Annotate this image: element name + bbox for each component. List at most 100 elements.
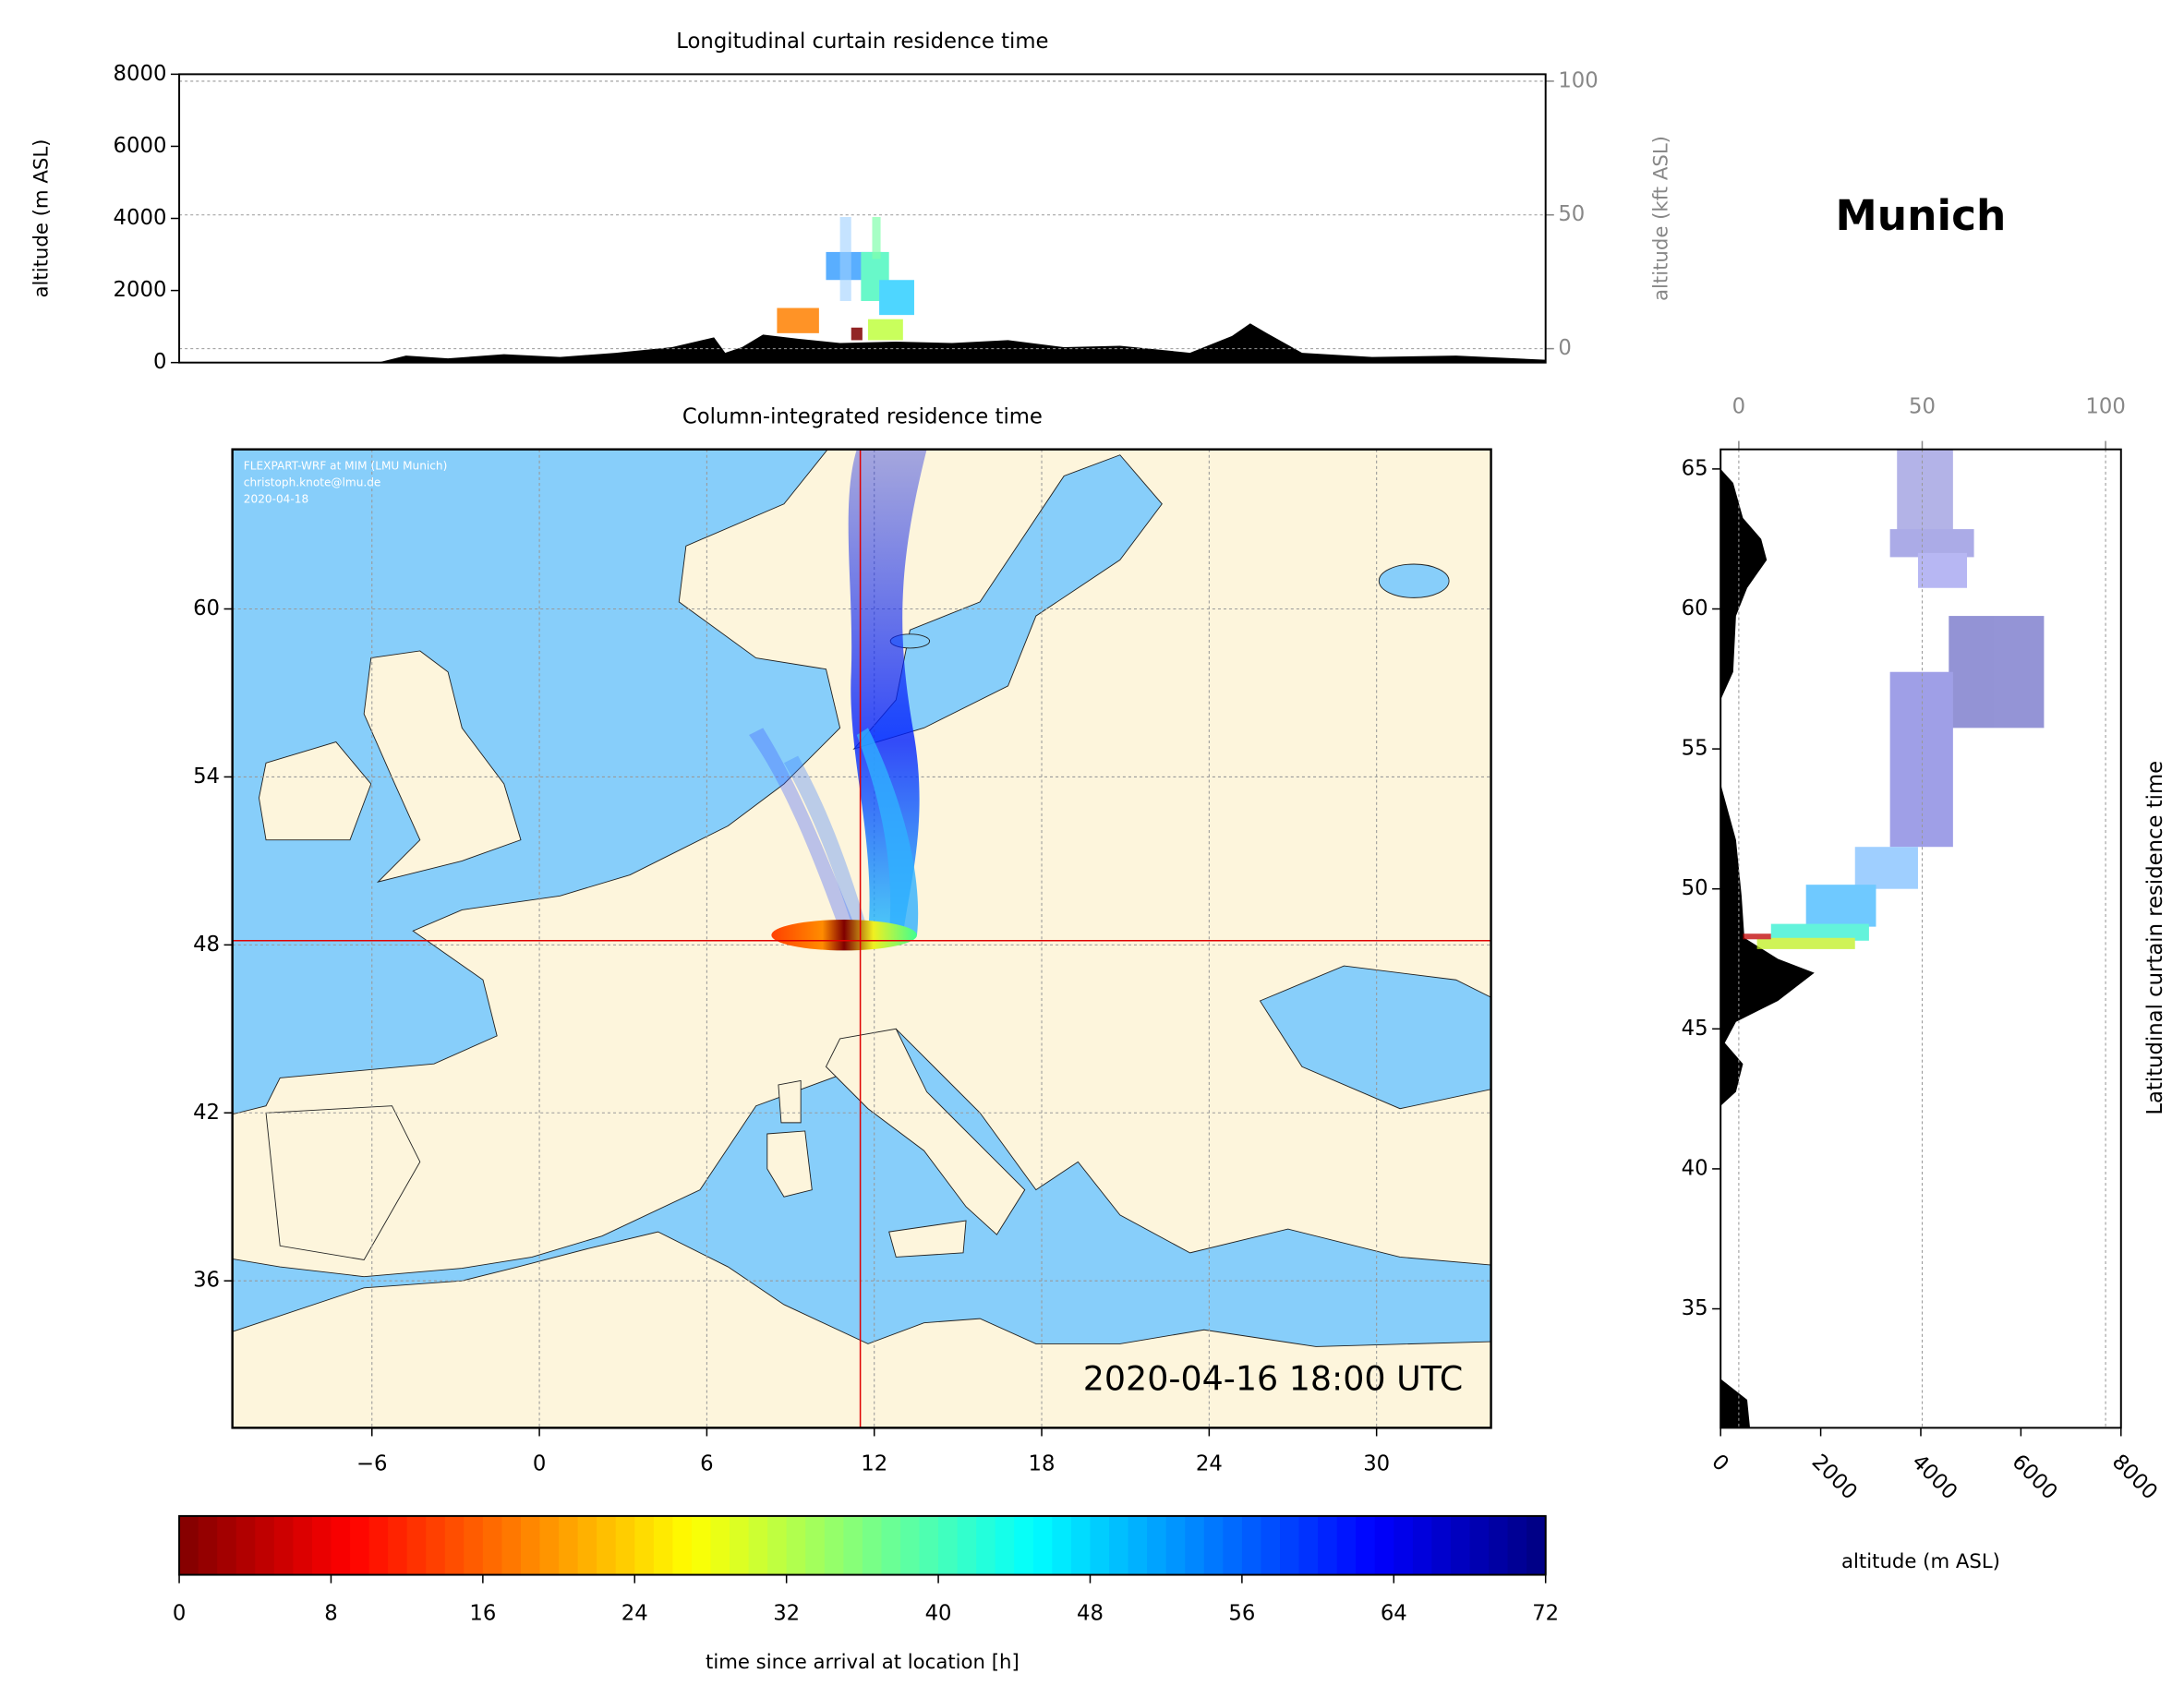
colorbar-segment	[1489, 1515, 1509, 1575]
colorbar-segment	[350, 1515, 370, 1575]
tick-label: 55	[1682, 737, 1708, 761]
colorbar-segment	[559, 1515, 579, 1575]
curtain-plume	[777, 217, 914, 341]
colorbar-segment	[1128, 1515, 1149, 1575]
colorbar-segment	[1394, 1515, 1414, 1575]
y2-axis-label: altitude (kft ASL)	[1650, 136, 1673, 301]
colorbar-segment	[938, 1515, 959, 1575]
timestamp: 2020-04-16 18:00 UTC	[1083, 1358, 1463, 1398]
colorbar-segment	[976, 1515, 996, 1575]
colorbar-segment	[995, 1515, 1016, 1575]
colorbar-segment	[1223, 1515, 1243, 1575]
colorbar-segment	[710, 1515, 730, 1575]
tick-label: 2000	[1807, 1450, 1862, 1504]
location-title: Munich	[1836, 191, 2007, 240]
residence-plume	[749, 449, 927, 951]
tick-label: 8	[324, 1602, 337, 1626]
tick-label: 12	[861, 1451, 887, 1475]
colorbar-segment	[748, 1515, 769, 1575]
tick-label: 60	[193, 596, 220, 620]
tick-label: 56	[1228, 1602, 1255, 1626]
tick-label: 8000	[2107, 1450, 2162, 1504]
colorbar-segment	[577, 1515, 598, 1575]
colorbar-segment	[1374, 1515, 1395, 1575]
tick-label: 100	[2085, 395, 2125, 419]
axes-frame	[178, 1514, 1547, 1576]
colorbar-segment	[653, 1515, 674, 1575]
colorbar-segment	[919, 1515, 939, 1575]
colorbar-segment	[1261, 1515, 1281, 1575]
colorbar-segment	[824, 1515, 845, 1575]
colorbar-segment	[1070, 1515, 1092, 1575]
colorbar-segment	[482, 1515, 503, 1575]
colorbar-segment	[406, 1515, 428, 1575]
colorbar-segment	[444, 1515, 465, 1575]
tick-label: 64	[1381, 1602, 1407, 1626]
tick-label: 0	[533, 1451, 546, 1475]
colorbar-segment	[198, 1515, 219, 1575]
x-axis-label: altitude (m ASL)	[1841, 1550, 2000, 1573]
tick-label: 24	[621, 1602, 648, 1626]
colorbar-segment	[634, 1515, 655, 1575]
tick-label: 50	[1909, 395, 1936, 419]
colorbar-label: time since arrival at location [h]	[706, 1651, 1020, 1674]
tick-label: 0	[153, 350, 166, 374]
panel-title: Longitudinal curtain residence time	[676, 30, 1048, 54]
tick-label: 6000	[2007, 1450, 2061, 1504]
terrain-profile	[179, 323, 1546, 363]
panel-title: Column-integrated residence time	[682, 404, 1043, 428]
colorbar-segment	[1336, 1515, 1357, 1575]
tick-label: 40	[925, 1602, 952, 1626]
colorbar-segment	[520, 1515, 541, 1575]
tick-label: 4000	[1907, 1450, 1961, 1504]
axes-frame	[1719, 448, 2122, 1429]
tick-label: 8000	[114, 62, 167, 86]
colorbar-segment	[1450, 1515, 1471, 1575]
colorbar-segment	[730, 1515, 750, 1575]
colorbar-segment	[1014, 1515, 1034, 1575]
tick-label: 50	[1682, 876, 1708, 900]
colorbar-segment	[862, 1515, 883, 1575]
panel-title: Latitudinal curtain residence time	[2143, 761, 2167, 1115]
colorbar-segment	[1203, 1515, 1225, 1575]
colorbar-segment	[1147, 1515, 1167, 1575]
tick-label: 54	[193, 765, 220, 789]
colorbar-segment	[1165, 1515, 1187, 1575]
colorbar-segment	[1109, 1515, 1129, 1575]
colorbar-segment	[1507, 1515, 1528, 1575]
colorbar-segment	[1241, 1515, 1262, 1575]
colorbar-segment	[1298, 1515, 1319, 1575]
tick-label: 0	[1558, 336, 1571, 360]
colorbar-segment	[388, 1515, 408, 1575]
colorbar-segment	[786, 1515, 807, 1575]
tick-label: 48	[193, 933, 220, 957]
colorbar-segment	[426, 1515, 446, 1575]
colorbar-segment	[1279, 1515, 1300, 1575]
colorbar-segment	[1185, 1515, 1205, 1575]
colorbar-segment	[597, 1515, 617, 1575]
tick-label: 4000	[114, 206, 167, 230]
text-layer: Munich Longitudinal curtain residence ti…	[30, 30, 2167, 1674]
colorbar-segment	[331, 1515, 351, 1575]
tick-label: 50	[1558, 202, 1585, 226]
tick-label: 72	[1532, 1602, 1559, 1626]
tick-label: 6	[700, 1451, 713, 1475]
colorbar-segment	[1431, 1515, 1452, 1575]
colorbar-segment	[1412, 1515, 1433, 1575]
tick-label: 2000	[114, 278, 167, 302]
map-annotation: FLEXPART-WRF at MIM (LMU Munich)	[244, 459, 448, 472]
tick-label: 0	[173, 1602, 186, 1626]
tick-label: 45	[1682, 1017, 1708, 1041]
tick-label: 60	[1682, 596, 1708, 620]
colorbar-segment	[1318, 1515, 1338, 1575]
tick-label: 48	[1077, 1602, 1104, 1626]
colorbar-segment	[1526, 1515, 1547, 1575]
axes-frame	[231, 448, 1492, 1429]
tick-label: 0	[1732, 395, 1745, 419]
map-annotation: christoph.knote@lmu.de	[244, 476, 381, 489]
colorbar-segment	[293, 1515, 313, 1575]
curtain-plume	[1743, 449, 2045, 949]
colorbar-segment	[273, 1515, 295, 1575]
tick-label: 65	[1682, 456, 1708, 480]
